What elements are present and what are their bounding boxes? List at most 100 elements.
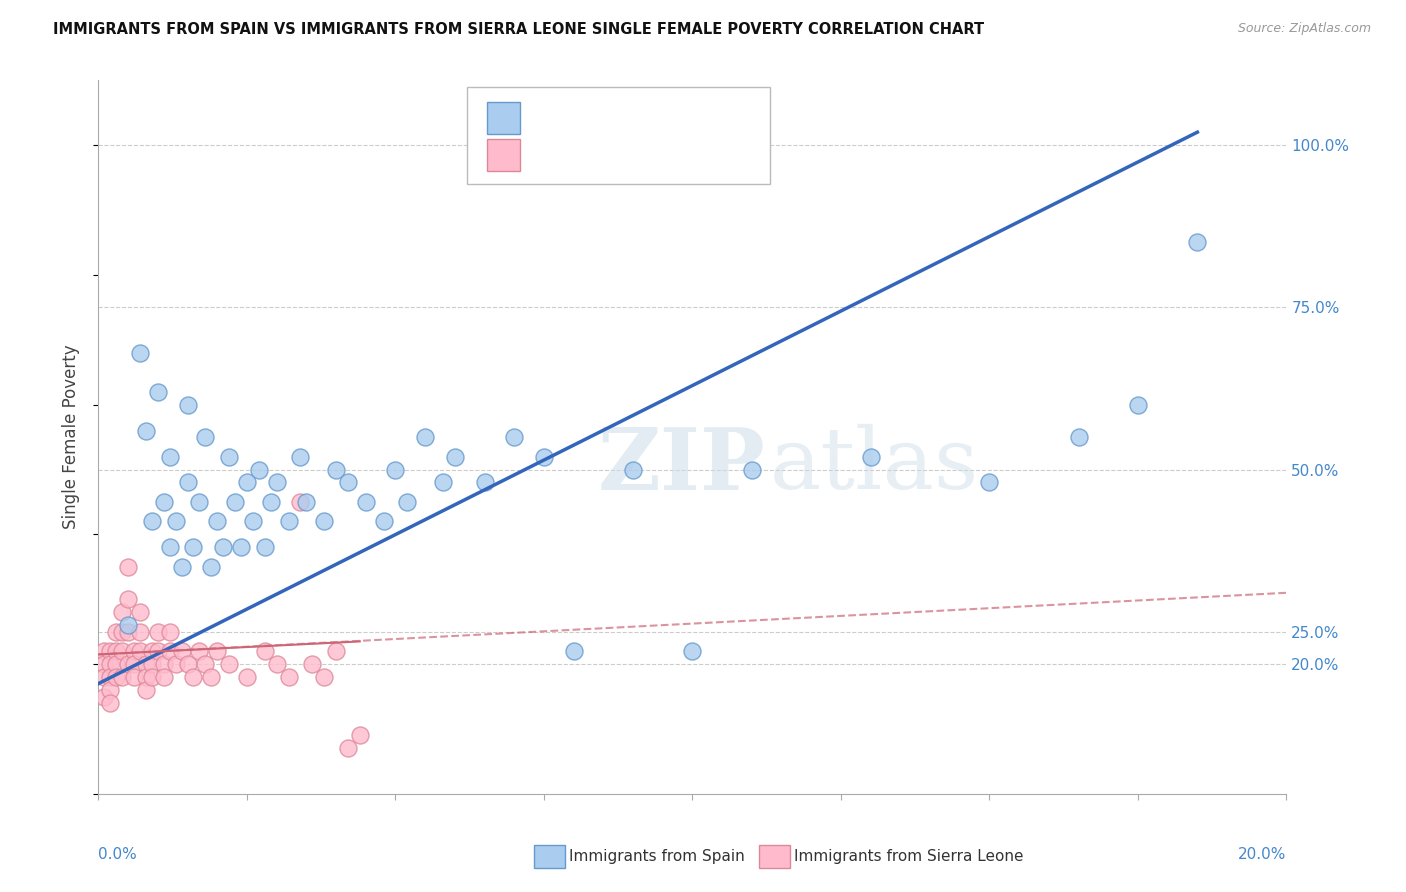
Text: ZIP: ZIP (598, 424, 765, 508)
Point (295, 495, 318, 509)
Point (141, 644, 163, 658)
Point (266, 475, 288, 490)
Point (122, 657, 145, 672)
Point (135, 670, 157, 684)
Point (159, 541, 181, 555)
Point (122, 644, 145, 658)
Point (188, 644, 211, 658)
Point (159, 624, 181, 639)
Point (349, 729, 371, 743)
Point (98, 657, 121, 672)
Point (212, 541, 235, 555)
Point (135, 424, 157, 438)
Point (979, 475, 1001, 490)
Point (159, 450, 181, 464)
Point (117, 559, 139, 574)
Point (413, 430, 436, 444)
Point (682, 644, 704, 658)
Point (533, 450, 555, 464)
Text: atlas: atlas (769, 424, 979, 508)
Point (236, 475, 259, 490)
Point (242, 515, 264, 529)
Point (159, 644, 181, 658)
Point (152, 495, 174, 509)
Bar (486, 139, 520, 171)
Point (93, 670, 115, 684)
Text: Immigrants from Spain: Immigrants from Spain (569, 849, 745, 863)
Point (135, 683, 157, 698)
Point (1126, 398, 1149, 412)
Point (207, 644, 229, 658)
Point (236, 670, 259, 684)
Point (194, 430, 217, 444)
Point (111, 644, 134, 658)
Point (200, 670, 222, 684)
Point (277, 670, 299, 684)
Text: Source: ZipAtlas.com: Source: ZipAtlas.com (1237, 22, 1371, 36)
Point (98, 644, 121, 658)
Point (129, 624, 152, 639)
Point (165, 515, 187, 529)
Point (1187, 235, 1209, 250)
Point (146, 624, 169, 639)
Point (266, 657, 288, 672)
Point (325, 462, 347, 476)
Point (474, 475, 496, 490)
Point (207, 515, 229, 529)
Point (224, 495, 246, 509)
Point (194, 657, 217, 672)
Point (621, 462, 644, 476)
Point (141, 515, 163, 529)
Point (146, 384, 169, 399)
Point (117, 592, 139, 607)
Point (122, 670, 145, 684)
Point (354, 495, 377, 509)
Point (336, 741, 359, 756)
Point (146, 644, 169, 658)
Point (117, 624, 139, 639)
Point (336, 475, 359, 490)
Text: Immigrants from Sierra Leone: Immigrants from Sierra Leone (794, 849, 1024, 863)
Point (1067, 430, 1090, 444)
Point (111, 605, 134, 619)
Point (290, 495, 312, 509)
Text: IMMIGRANTS FROM SPAIN VS IMMIGRANTS FROM SIERRA LEONE SINGLE FEMALE POVERTY CORR: IMMIGRANTS FROM SPAIN VS IMMIGRANTS FROM… (53, 22, 984, 37)
Point (176, 398, 198, 412)
Point (135, 657, 157, 672)
Point (253, 644, 276, 658)
Point (176, 475, 198, 490)
Point (98, 670, 121, 684)
Point (325, 644, 347, 658)
Point (98, 683, 121, 698)
Point (111, 670, 134, 684)
Point (105, 670, 128, 684)
Point (170, 644, 193, 658)
Point (105, 644, 128, 658)
Y-axis label: Single Female Poverty: Single Female Poverty (62, 345, 80, 529)
Point (141, 670, 163, 684)
Point (93, 690, 115, 704)
Point (170, 559, 193, 574)
Point (152, 657, 174, 672)
Point (117, 657, 139, 672)
Point (260, 495, 283, 509)
Text: 20.0%: 20.0% (1239, 847, 1286, 863)
Point (432, 475, 454, 490)
Bar (486, 102, 520, 134)
Point (93, 657, 115, 672)
Point (188, 495, 211, 509)
Point (301, 657, 323, 672)
Point (141, 657, 163, 672)
Point (373, 515, 395, 529)
Point (562, 644, 585, 658)
Point (247, 462, 270, 476)
Point (277, 515, 299, 529)
Point (105, 657, 128, 672)
Point (129, 345, 152, 359)
Point (98, 696, 121, 710)
Point (105, 624, 128, 639)
Point (229, 541, 252, 555)
Point (183, 541, 205, 555)
FancyBboxPatch shape (467, 87, 769, 184)
Point (503, 430, 526, 444)
